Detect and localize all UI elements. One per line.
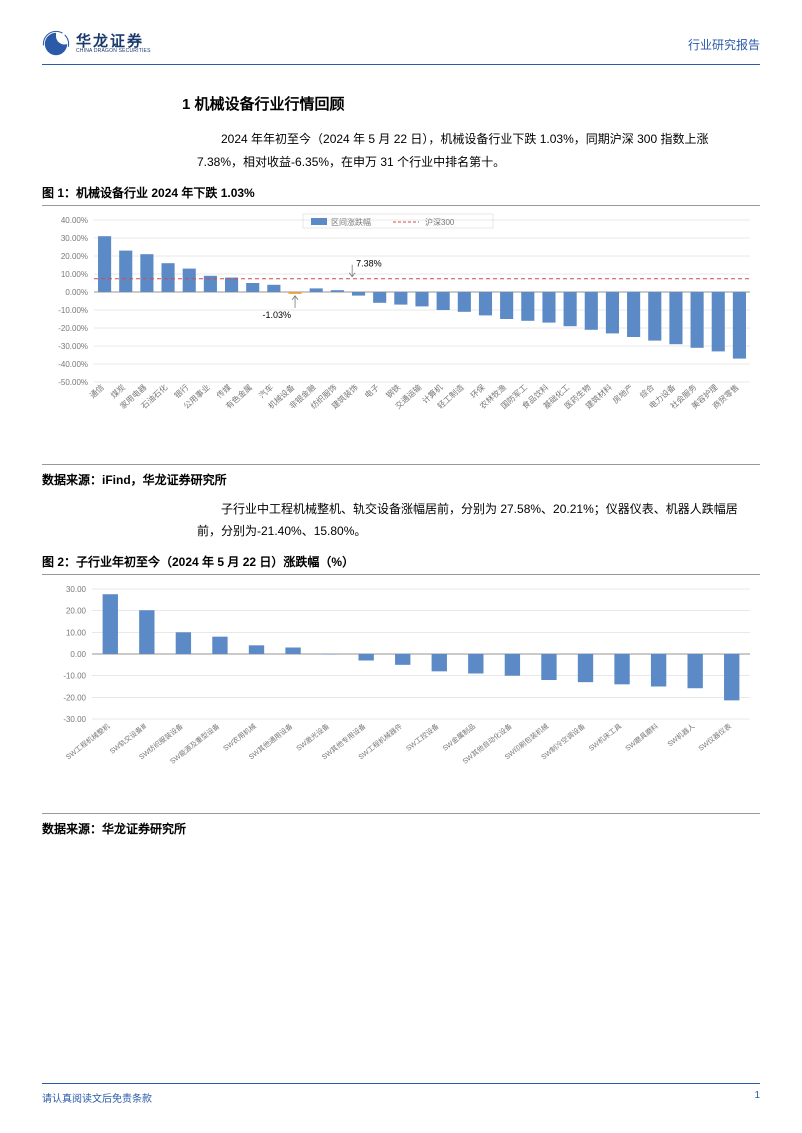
- svg-text:10.00: 10.00: [66, 629, 87, 638]
- page-footer: 请认真阅读文后免责条款 1: [42, 1083, 760, 1105]
- logo-text-en: CHINA DRAGON SECURITIES: [76, 49, 151, 54]
- svg-text:-1.03%: -1.03%: [263, 309, 292, 319]
- svg-text:SW金属制品: SW金属制品: [441, 722, 477, 753]
- para-2: 子行业中工程机械整机、轨交设备涨幅居前，分别为 27.58%、20.21%；仪器…: [197, 498, 750, 544]
- fig1-title: 图 1：机械设备行业 2024 年下跌 1.03%: [42, 184, 760, 201]
- svg-text:30.00%: 30.00%: [61, 234, 88, 243]
- svg-text:SW轨交设备Ⅲ: SW轨交设备Ⅲ: [108, 722, 148, 756]
- fig1-source: 数据来源：iFind，华龙证券研究所: [42, 471, 760, 488]
- svg-text:环保: 环保: [468, 382, 487, 400]
- fig2-chart: -30.00 -20.00 -10.00 0.00 10.00 20.00 30.00 SW工…: [42, 579, 760, 809]
- svg-text:-10.00%: -10.00%: [58, 306, 88, 315]
- svg-text:40.00%: 40.00%: [61, 216, 88, 225]
- fig2-top-rule: [42, 574, 760, 575]
- svg-text:-30.00: -30.00: [63, 715, 86, 724]
- svg-text:SW仪器仪表: SW仪器仪表: [696, 722, 732, 753]
- svg-text:电子: 电子: [362, 382, 381, 400]
- svg-text:20.00: 20.00: [66, 607, 87, 616]
- fig2-bottom-rule: [42, 813, 760, 814]
- section-1-para-1: 2024 年年初至今（2024 年 5 月 22 日），机械设备行业下跌 1.0…: [197, 128, 750, 174]
- svg-text:0.00%: 0.00%: [65, 288, 88, 297]
- section-1-title: 1 机械设备行业行情回顾: [182, 93, 760, 114]
- fig2-source: 数据来源：华龙证券研究所: [42, 820, 760, 837]
- header-doc-type: 行业研究报告: [688, 36, 760, 53]
- dragon-logo-icon: [42, 30, 70, 58]
- svg-text:SW农用机械: SW农用机械: [221, 722, 257, 753]
- page-header: 华龙证券 CHINA DRAGON SECURITIES 行业研究报告: [42, 30, 760, 65]
- svg-text:传媒: 传媒: [214, 382, 233, 400]
- fig1-chart: -50.00% -40.00% -30.00% -20.00% -10.00% 0.00%…: [42, 210, 760, 460]
- svg-text:-20.00%: -20.00%: [58, 324, 88, 333]
- svg-text:-40.00%: -40.00%: [58, 360, 88, 369]
- svg-text:-50.00%: -50.00%: [58, 378, 88, 387]
- svg-text:综合: 综合: [638, 382, 657, 400]
- svg-text:房地产: 房地产: [610, 382, 635, 405]
- svg-text:0.00: 0.00: [70, 650, 86, 659]
- svg-text:SW工控设备: SW工控设备: [404, 722, 440, 753]
- svg-text:钢铁: 钢铁: [384, 382, 403, 400]
- svg-text:汽车: 汽车: [257, 382, 276, 400]
- svg-text:煤炭: 煤炭: [108, 382, 127, 400]
- page-number: 1: [754, 1090, 760, 1105]
- svg-text:SW磨具磨料: SW磨具磨料: [623, 722, 659, 753]
- svg-text:沪深300: 沪深300: [425, 217, 455, 227]
- svg-text:30.00: 30.00: [66, 585, 87, 594]
- svg-text:-20.00: -20.00: [63, 694, 86, 703]
- svg-text:SW激光设备: SW激光设备: [294, 722, 330, 753]
- svg-text:20.00%: 20.00%: [61, 252, 88, 261]
- svg-text:SW机床工具: SW机床工具: [587, 722, 623, 753]
- svg-text:SW工程机械整机: SW工程机械整机: [64, 722, 112, 762]
- footer-disclaimer: 请认真阅读文后免责条款: [42, 1090, 152, 1105]
- svg-text:区间涨跌幅: 区间涨跌幅: [331, 217, 371, 227]
- svg-text:银行: 银行: [172, 382, 191, 400]
- logo: 华龙证券 CHINA DRAGON SECURITIES: [42, 30, 151, 58]
- svg-text:通信: 通信: [87, 382, 106, 400]
- svg-text:-10.00: -10.00: [63, 672, 86, 681]
- fig1-bottom-rule: [42, 464, 760, 465]
- svg-text:10.00%: 10.00%: [61, 270, 88, 279]
- svg-text:7.38%: 7.38%: [356, 258, 382, 268]
- svg-text:SW机器人: SW机器人: [665, 722, 696, 749]
- logo-text-cn: 华龙证券: [76, 34, 151, 49]
- svg-text:-30.00%: -30.00%: [58, 342, 88, 351]
- fig2-title: 图 2：子行业年初至今（2024 年 5 月 22 日）涨跌幅（%）: [42, 553, 760, 570]
- fig1-top-rule: [42, 205, 760, 206]
